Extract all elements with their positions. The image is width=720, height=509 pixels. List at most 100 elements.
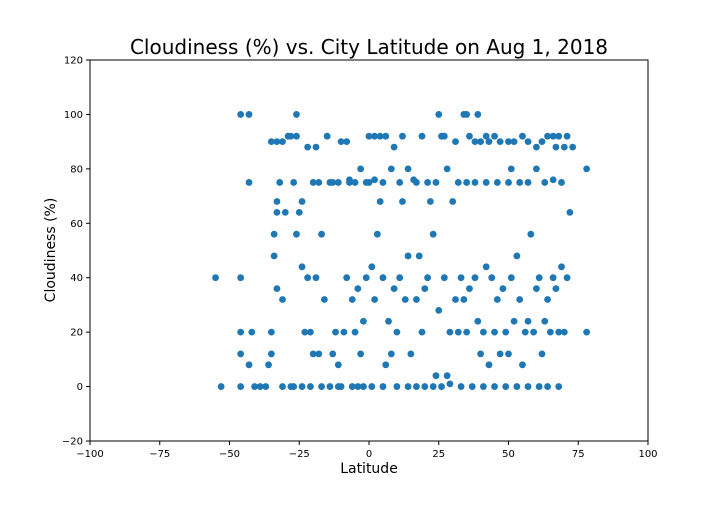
data-point xyxy=(379,274,387,282)
data-point xyxy=(549,132,557,140)
data-point xyxy=(307,383,314,390)
data-point xyxy=(379,383,387,390)
data-point xyxy=(379,179,387,186)
data-point xyxy=(502,383,510,390)
data-point xyxy=(546,328,554,336)
data-point xyxy=(298,383,306,390)
x-axis: −100 −75 −50 −25 0 25 50 75 100 xyxy=(76,441,658,460)
data-point xyxy=(337,138,345,146)
data-point xyxy=(287,132,295,140)
data-point xyxy=(373,230,381,238)
data-point xyxy=(474,111,482,118)
data-point xyxy=(279,296,286,303)
data-point xyxy=(524,138,532,146)
data-point xyxy=(493,179,501,186)
data-point xyxy=(513,383,521,390)
data-point xyxy=(217,383,225,390)
data-point xyxy=(479,328,487,336)
data-point xyxy=(446,328,454,336)
x-tick-label: 0 xyxy=(366,449,372,460)
data-point xyxy=(446,380,454,388)
data-point xyxy=(245,111,253,118)
data-point xyxy=(435,306,443,314)
data-point xyxy=(245,361,253,369)
data-point xyxy=(371,132,378,140)
y-axis-label: Cloudiness (%) xyxy=(43,198,59,303)
x-tick-label: 75 xyxy=(572,449,585,460)
data-point xyxy=(256,383,264,390)
data-point xyxy=(471,274,479,282)
data-point xyxy=(334,361,342,369)
data-point xyxy=(343,138,351,146)
data-point xyxy=(538,138,546,146)
x-tick-label: 100 xyxy=(638,449,657,460)
data-point xyxy=(505,179,512,186)
data-point xyxy=(440,274,448,282)
data-point xyxy=(267,138,275,146)
data-point xyxy=(563,274,571,282)
data-point xyxy=(312,143,320,151)
data-point xyxy=(485,138,493,146)
data-point xyxy=(482,263,490,271)
y-tick-label: −20 xyxy=(62,437,83,448)
data-point xyxy=(309,350,317,358)
data-point xyxy=(270,230,278,238)
data-point xyxy=(535,274,543,282)
data-point xyxy=(413,179,420,186)
data-point xyxy=(457,383,465,390)
data-point xyxy=(555,383,563,390)
data-point xyxy=(399,132,406,140)
data-point xyxy=(566,209,574,216)
data-point xyxy=(315,350,323,358)
data-point xyxy=(530,328,538,336)
data-point xyxy=(387,350,395,358)
data-point xyxy=(491,132,498,140)
data-point xyxy=(362,274,370,282)
data-point xyxy=(248,328,256,336)
data-point xyxy=(496,138,504,146)
data-point xyxy=(273,198,281,205)
data-point xyxy=(273,209,281,216)
data-point xyxy=(544,132,551,140)
data-point xyxy=(273,285,281,292)
data-point xyxy=(460,296,468,303)
data-point xyxy=(454,179,462,186)
data-point xyxy=(404,252,412,260)
data-point xyxy=(418,132,426,140)
data-point xyxy=(270,252,278,260)
data-point xyxy=(304,274,312,282)
data-point xyxy=(385,317,392,325)
data-point xyxy=(343,274,351,282)
data-point xyxy=(407,350,415,358)
x-tick-label: −100 xyxy=(76,449,103,460)
y-tick-label: 40 xyxy=(70,273,83,284)
data-point xyxy=(348,383,356,390)
data-point xyxy=(340,328,348,336)
y-tick-label: 20 xyxy=(70,328,83,339)
data-point xyxy=(332,328,339,336)
data-point xyxy=(527,230,535,238)
data-point xyxy=(560,328,568,336)
data-point xyxy=(463,179,471,186)
data-point xyxy=(413,296,420,303)
x-axis-label: Latitude xyxy=(340,461,398,477)
data-point xyxy=(583,165,591,173)
data-point xyxy=(454,328,462,336)
data-point xyxy=(376,198,384,205)
data-point xyxy=(329,350,337,358)
data-point xyxy=(346,179,353,186)
data-point xyxy=(457,274,465,282)
y-tick-label: 100 xyxy=(64,110,83,121)
data-point xyxy=(237,328,245,336)
data-point xyxy=(538,350,546,358)
data-point xyxy=(524,317,532,325)
data-point xyxy=(357,165,365,173)
data-point xyxy=(354,383,362,390)
data-point xyxy=(368,383,376,390)
data-point xyxy=(505,138,512,146)
y-axis: −20 0 20 40 60 80 100 120 xyxy=(62,56,90,448)
data-point xyxy=(435,111,443,118)
data-point xyxy=(320,296,328,303)
